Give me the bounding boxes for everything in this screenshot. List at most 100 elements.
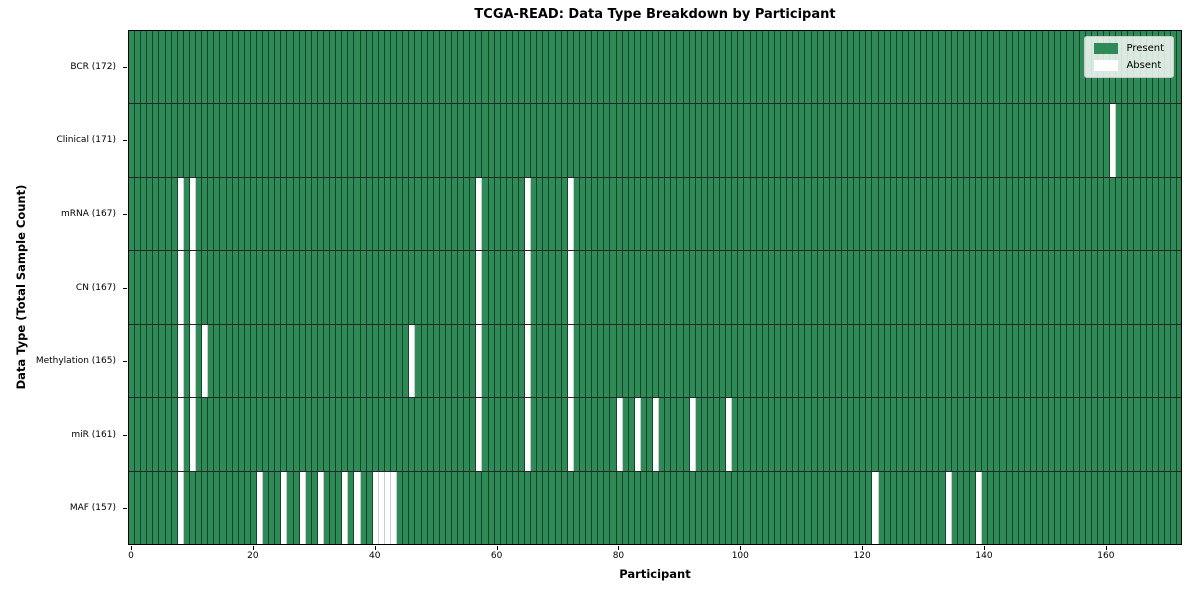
heatmap-cell bbox=[896, 398, 903, 471]
heatmap-cell bbox=[171, 177, 178, 251]
heatmap-cell bbox=[659, 324, 666, 398]
heatmap-cell bbox=[677, 31, 684, 104]
heatmap-cell bbox=[817, 398, 824, 471]
heatmap-cell bbox=[1097, 177, 1104, 251]
heatmap-cell bbox=[494, 471, 501, 544]
heatmap-cell bbox=[232, 31, 239, 104]
heatmap-cell bbox=[976, 251, 983, 324]
heatmap-cell bbox=[951, 104, 958, 177]
y-tick-mark bbox=[123, 434, 127, 436]
heatmap-cell bbox=[848, 177, 855, 251]
heatmap-cell bbox=[500, 324, 507, 398]
heatmap-cell bbox=[774, 398, 782, 471]
heatmap-cell bbox=[969, 251, 977, 324]
heatmap-cell bbox=[202, 251, 209, 324]
heatmap-cell bbox=[1085, 104, 1092, 177]
heatmap-cell bbox=[196, 398, 203, 471]
heatmap-cell bbox=[701, 31, 708, 104]
heatmap-cell bbox=[750, 104, 757, 177]
heatmap-cell bbox=[439, 251, 446, 324]
heatmap-cell bbox=[451, 104, 459, 177]
heatmap-cell bbox=[1036, 31, 1044, 104]
heatmap-cell bbox=[634, 31, 641, 104]
heatmap-cell bbox=[1055, 324, 1062, 398]
heatmap-cell bbox=[1055, 31, 1062, 104]
heatmap-cell bbox=[1146, 251, 1153, 324]
heatmap-cell bbox=[969, 398, 977, 471]
heatmap-cell bbox=[1158, 177, 1165, 251]
legend: Present Absent bbox=[1084, 36, 1174, 78]
heatmap-cell bbox=[220, 398, 227, 471]
heatmap-cell bbox=[768, 31, 775, 104]
heatmap-cell bbox=[208, 398, 215, 471]
heatmap-cell bbox=[1024, 398, 1031, 471]
heatmap-cell bbox=[433, 251, 440, 324]
heatmap-cell bbox=[1036, 324, 1044, 398]
heatmap-cell bbox=[744, 471, 751, 544]
heatmap-cell bbox=[854, 177, 861, 251]
heatmap-cell bbox=[348, 471, 355, 544]
heatmap-cell bbox=[348, 31, 355, 104]
heatmap-cell bbox=[1085, 471, 1092, 544]
heatmap-cell bbox=[494, 324, 501, 398]
heatmap-cell bbox=[762, 471, 769, 544]
heatmap-cell bbox=[616, 471, 623, 544]
heatmap-cell bbox=[397, 31, 404, 104]
heatmap-cell bbox=[805, 398, 812, 471]
heatmap-cell bbox=[848, 324, 855, 398]
heatmap-cell bbox=[214, 31, 221, 104]
heatmap-cell bbox=[1030, 251, 1037, 324]
heatmap-cell bbox=[263, 471, 270, 544]
heatmap-cell bbox=[1171, 398, 1178, 471]
heatmap-cell bbox=[701, 177, 708, 251]
heatmap-cell bbox=[841, 471, 849, 544]
heatmap-cell bbox=[1158, 104, 1165, 177]
heatmap-cell bbox=[732, 398, 739, 471]
heatmap-cell bbox=[397, 177, 404, 251]
heatmap-cell bbox=[1110, 324, 1117, 398]
heatmap-cell bbox=[269, 177, 276, 251]
heatmap-cell bbox=[561, 251, 568, 324]
heatmap-cell bbox=[951, 251, 958, 324]
heatmap-cell bbox=[311, 251, 318, 324]
heatmap-cell bbox=[884, 177, 891, 251]
heatmap-cell bbox=[464, 251, 471, 324]
heatmap-cell bbox=[512, 471, 519, 544]
heatmap-cell bbox=[397, 471, 404, 544]
y-tick-label: CN (167) bbox=[75, 282, 116, 293]
heatmap-cell bbox=[256, 104, 264, 177]
heatmap-cell bbox=[787, 104, 794, 177]
heatmap-cell bbox=[604, 251, 611, 324]
heatmap-cell bbox=[762, 251, 769, 324]
heatmap-cell bbox=[793, 251, 800, 324]
heatmap-cell bbox=[714, 471, 721, 544]
heatmap-cell bbox=[1085, 324, 1092, 398]
heatmap-cell bbox=[945, 31, 952, 104]
heatmap-cell bbox=[1043, 251, 1050, 324]
heatmap-cell bbox=[311, 177, 318, 251]
heatmap-cell bbox=[598, 104, 605, 177]
heatmap-cell bbox=[1085, 398, 1092, 471]
heatmap-cell bbox=[774, 104, 782, 177]
heatmap-cell bbox=[293, 398, 300, 471]
heatmap-cell bbox=[512, 251, 519, 324]
heatmap-cell bbox=[762, 31, 769, 104]
heatmap-cell bbox=[622, 177, 629, 251]
heatmap-cell bbox=[324, 398, 331, 471]
heatmap-cell bbox=[1128, 104, 1135, 177]
heatmap-cell bbox=[494, 104, 501, 177]
heatmap-cell bbox=[799, 398, 806, 471]
heatmap-cell bbox=[750, 177, 757, 251]
heatmap-cell bbox=[519, 471, 526, 544]
heatmap-cell bbox=[1018, 104, 1025, 177]
heatmap-cell bbox=[482, 324, 489, 398]
heatmap-cell bbox=[567, 177, 574, 251]
heatmap-cell bbox=[866, 104, 873, 177]
heatmap-cell bbox=[653, 471, 660, 544]
heatmap-cell bbox=[476, 471, 483, 544]
heatmap-row-MAF bbox=[129, 471, 1181, 544]
heatmap-cell bbox=[549, 177, 556, 251]
heatmap-cell bbox=[226, 31, 233, 104]
heatmap-cell bbox=[768, 251, 775, 324]
heatmap-cell bbox=[244, 104, 251, 177]
